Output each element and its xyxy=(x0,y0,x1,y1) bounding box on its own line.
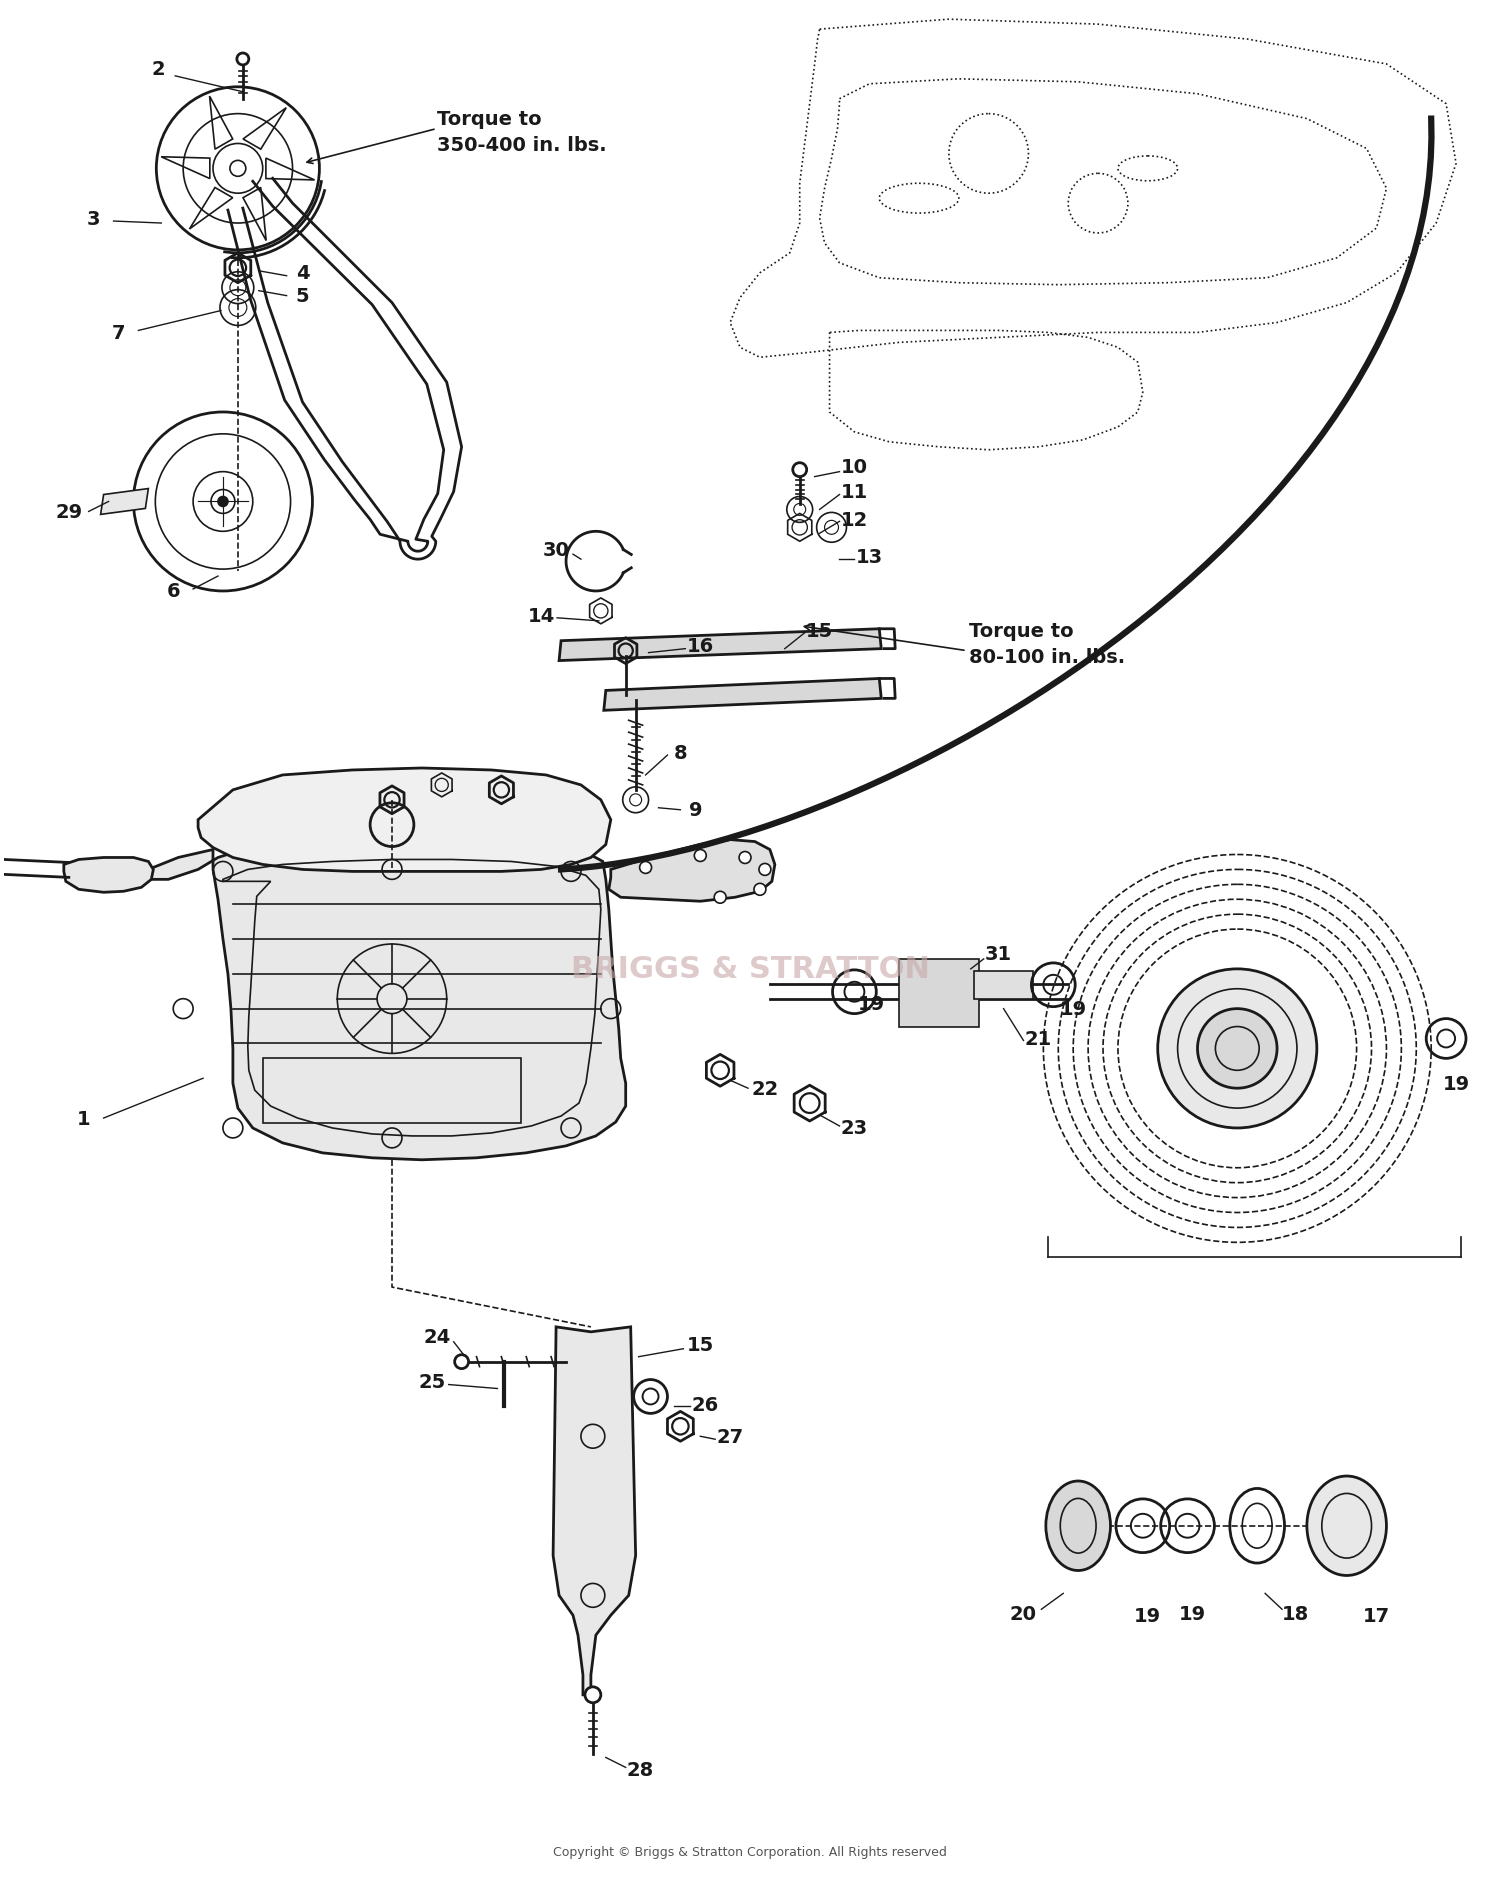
Circle shape xyxy=(230,161,246,178)
Text: 19: 19 xyxy=(1179,1604,1206,1623)
Text: 6: 6 xyxy=(166,582,180,601)
Text: 16: 16 xyxy=(687,637,714,655)
Polygon shape xyxy=(560,629,882,661)
Text: 31: 31 xyxy=(986,944,1012,963)
Text: Copyright © Briggs & Stratton Corporation. All Rights reserved: Copyright © Briggs & Stratton Corporatio… xyxy=(554,1846,946,1859)
Text: 30: 30 xyxy=(543,540,570,559)
Text: 24: 24 xyxy=(423,1328,450,1347)
Text: 14: 14 xyxy=(528,606,555,625)
Polygon shape xyxy=(609,841,776,901)
Circle shape xyxy=(454,1354,468,1370)
Circle shape xyxy=(754,884,766,895)
Circle shape xyxy=(585,1687,602,1702)
Text: 15: 15 xyxy=(806,621,832,640)
Circle shape xyxy=(694,850,706,861)
Polygon shape xyxy=(148,835,626,1160)
Circle shape xyxy=(211,491,236,514)
Circle shape xyxy=(217,497,228,506)
Text: 11: 11 xyxy=(842,484,868,502)
Text: 8: 8 xyxy=(674,742,687,761)
Text: BRIGGS & STRATTON: BRIGGS & STRATTON xyxy=(570,954,930,984)
Circle shape xyxy=(1197,1009,1276,1088)
Text: 23: 23 xyxy=(842,1118,868,1137)
Text: 19: 19 xyxy=(1443,1075,1470,1094)
Text: Torque to
80-100 in. lbs.: Torque to 80-100 in. lbs. xyxy=(969,621,1125,667)
Text: 2: 2 xyxy=(152,60,165,79)
Circle shape xyxy=(639,861,651,875)
Circle shape xyxy=(740,852,752,863)
Circle shape xyxy=(714,892,726,903)
Text: 15: 15 xyxy=(687,1336,714,1354)
Text: 3: 3 xyxy=(87,210,100,229)
Text: 19: 19 xyxy=(1059,999,1088,1018)
Ellipse shape xyxy=(1046,1481,1110,1570)
Text: 21: 21 xyxy=(1024,1030,1051,1048)
Polygon shape xyxy=(554,1328,636,1694)
Text: 19: 19 xyxy=(858,996,885,1014)
Text: 13: 13 xyxy=(856,548,883,567)
Text: 26: 26 xyxy=(692,1396,718,1415)
Polygon shape xyxy=(898,960,978,1028)
Text: 5: 5 xyxy=(296,287,309,306)
Polygon shape xyxy=(100,489,148,516)
Text: 10: 10 xyxy=(842,457,868,476)
Circle shape xyxy=(794,463,807,478)
Circle shape xyxy=(1158,969,1317,1128)
Text: 18: 18 xyxy=(1281,1604,1308,1623)
Polygon shape xyxy=(604,680,882,710)
Text: 27: 27 xyxy=(717,1426,744,1445)
Text: 9: 9 xyxy=(688,801,702,820)
Text: 25: 25 xyxy=(419,1371,446,1392)
Text: 28: 28 xyxy=(627,1761,654,1779)
Text: 17: 17 xyxy=(1364,1606,1390,1625)
Text: 4: 4 xyxy=(296,264,309,283)
Text: 29: 29 xyxy=(56,502,82,521)
Text: 22: 22 xyxy=(752,1079,778,1098)
Ellipse shape xyxy=(1306,1475,1386,1575)
Text: 7: 7 xyxy=(112,323,126,342)
Polygon shape xyxy=(198,769,610,873)
Polygon shape xyxy=(64,858,153,893)
Text: 19: 19 xyxy=(1134,1606,1161,1625)
Text: 1: 1 xyxy=(76,1109,90,1128)
Text: 20: 20 xyxy=(1010,1604,1036,1623)
Circle shape xyxy=(759,863,771,876)
Text: Torque to
350-400 in. lbs.: Torque to 350-400 in. lbs. xyxy=(436,110,606,155)
Text: 12: 12 xyxy=(842,510,868,529)
Bar xyxy=(974,971,1034,999)
Circle shape xyxy=(237,55,249,66)
